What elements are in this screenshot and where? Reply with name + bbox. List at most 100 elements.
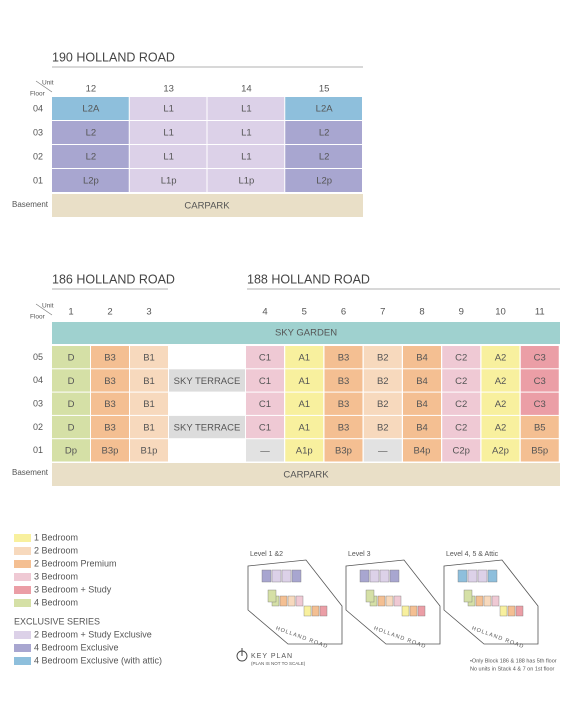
cell-label: B3 [338,399,350,410]
cell-label: L2p [83,176,99,187]
legend-label: 4 Bedroom Exclusive [34,642,119,652]
unit-header: Unit [42,303,54,310]
cell-label: D [68,376,75,387]
cell-label: B3 [338,353,350,364]
unit-cell [129,145,207,168]
cell-label: 10 [495,307,506,318]
cell-label: C2 [455,399,467,410]
cell-label: CARPARK [283,470,329,481]
carpark [52,463,560,486]
unit-cell [285,97,362,120]
road-label: HOLLAND ROAD [471,626,525,651]
unit-cell [520,369,559,392]
unit-cell [246,346,284,369]
plan-unit [279,595,288,607]
unit-cell [129,169,207,192]
cell-label: SKY TERRACE [174,422,241,433]
plan-unit [491,595,500,607]
floor-label: 01 [33,175,43,185]
unit-cell [363,369,402,392]
cell-label: B2 [377,422,389,433]
unit-cell [481,369,520,392]
cell-label: B2 [377,376,389,387]
cell-label: L2 [86,152,97,163]
cell-label: B4p [414,446,431,457]
floor-label: 05 [33,352,43,362]
unit-cell [246,415,284,439]
cell-label: B3 [104,422,116,433]
plan-unit [477,569,488,583]
site-outline [247,559,343,645]
cell-label: L1 [241,128,252,139]
cell-label: L1 [163,128,174,139]
plan-unit [499,605,508,617]
cell-label: Dp [65,446,77,457]
unit-cell [442,369,481,392]
floor-label: 02 [33,151,43,161]
cell-label: A2p [492,446,509,457]
legend-swatch [14,599,31,607]
unit-cell [91,439,129,462]
key-plan-title: KEY PLAN [251,653,293,660]
plan-unit [295,595,304,607]
unit-cell [52,97,129,120]
legend-label: 4 Bedroom [34,597,78,607]
unit-cell [130,369,168,392]
cell-label: 12 [86,84,97,95]
plan-unit [369,569,380,583]
plan-unit [311,605,320,617]
unit-cell [324,369,363,392]
cell-label: L2p [316,176,332,187]
legend-label: 2 Bedroom [34,545,78,555]
unit-cell [285,145,362,168]
block-title: 186 HOLLAND ROAD [52,272,175,286]
legend-label: 2 Bedroom Premium [34,558,117,568]
level-label: Level 4, 5 & Attic [446,551,499,558]
cell-label: 2 [107,307,112,318]
plan-unit [281,569,292,583]
unit-cell [481,346,520,369]
plan-unit [483,595,492,607]
unit-cell [246,369,284,392]
unit-cell [91,369,129,392]
legend-swatch [14,657,31,665]
footnote: No units in Stack 4 & 7 on 1st floor [470,666,555,672]
diagonal [35,303,53,316]
cell-label: 5 [302,307,307,318]
cell-label: A2 [495,399,507,410]
plan-unit [487,569,498,583]
cell-label: CARPARK [184,201,230,212]
cell-label: B5p [531,446,548,457]
legend-swatch [14,586,31,594]
unit-cell [520,392,559,415]
sky-terrace [169,415,245,439]
plan-unit [515,605,524,617]
plan-unit [379,569,390,583]
cell-label: B3p [335,446,352,457]
unit-cell [481,439,520,462]
cell-label: SKY GARDEN [275,328,337,339]
cell-label: B4 [416,353,428,364]
unit-cell [363,392,402,415]
cell-label: C3 [534,376,546,387]
plan-unit [365,589,375,603]
plan-unit [271,569,282,583]
unit-cell [285,346,324,369]
cell-label: 4 [262,307,267,318]
unit-cell [285,121,362,144]
legend-swatch [14,644,31,652]
cell-label: B5 [534,422,546,433]
unit-cell [324,346,363,369]
unit-cell [520,439,559,462]
diagonal [35,80,53,93]
floor-label: 03 [33,398,43,408]
cell-label: 1 [68,307,73,318]
cell-label: L2A [82,104,100,115]
cell-label: A2 [495,376,507,387]
cell-label: B1 [143,422,155,433]
plan-unit [417,605,426,617]
plan-unit [475,595,484,607]
legend-heading: EXCLUSIVE SERIES [14,616,100,626]
carpark [52,194,363,217]
cell-label: 13 [163,84,174,95]
